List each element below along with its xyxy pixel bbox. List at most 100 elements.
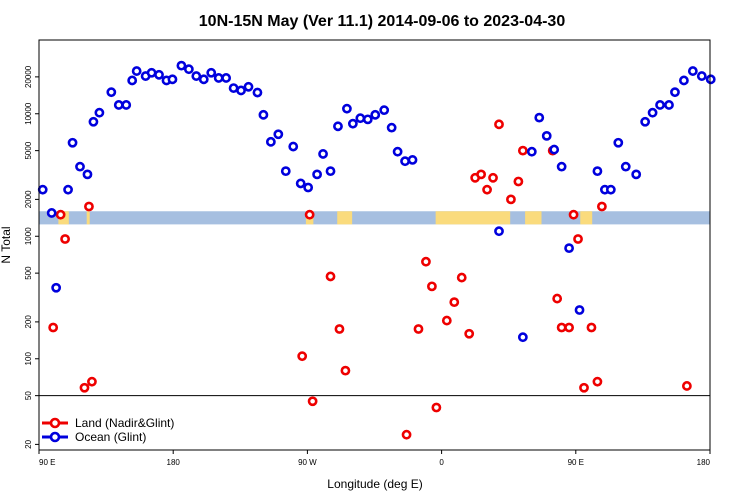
strip-land-segment [86, 211, 90, 225]
ocean-point [206, 67, 217, 78]
land-point [513, 176, 524, 187]
legend: Land (Nadir&Glint) Ocean (Glint) [42, 416, 174, 444]
ocean-point [517, 332, 528, 343]
coverage-strip [39, 211, 710, 225]
strip-ocean-band [39, 211, 710, 225]
land-point [556, 322, 567, 333]
ocean-point [556, 161, 567, 172]
land-point [488, 172, 498, 183]
land-point [421, 256, 431, 267]
land-point [340, 365, 351, 376]
land-point [427, 281, 437, 292]
ocean-point [273, 129, 284, 140]
ocean-point [318, 149, 328, 159]
ocean-point [664, 100, 674, 110]
ocean-point [541, 130, 552, 141]
ocean-point [312, 169, 322, 180]
land-point [307, 396, 318, 407]
ocean-point [191, 71, 202, 81]
ocean-point [670, 87, 680, 98]
land-point [494, 119, 504, 130]
land-point [517, 145, 528, 156]
ocean-point [494, 226, 504, 237]
land-point [552, 293, 563, 304]
ocean-point [379, 105, 390, 116]
ocean-point [131, 66, 142, 76]
ocean-point [647, 107, 658, 118]
ocean-point [94, 107, 105, 118]
ocean-point [265, 136, 276, 147]
ocean-point [355, 113, 366, 124]
ocean-point [37, 184, 48, 195]
y-tick-label: 100 [24, 352, 33, 366]
x-axis-label: Longitude (deg E) [327, 477, 422, 491]
land-point [60, 234, 70, 244]
ocean-point [549, 144, 560, 155]
ocean-point [592, 166, 603, 177]
ocean-point [333, 121, 343, 132]
land-point [573, 234, 583, 244]
ocean-point [347, 118, 358, 129]
land-point [48, 322, 59, 333]
ocean-point [67, 137, 78, 148]
ocean-point [613, 137, 624, 148]
ocean-point [51, 282, 62, 293]
x-tick-label: 90 E [39, 458, 55, 467]
ocean-point [705, 74, 716, 85]
land-point [564, 322, 574, 333]
land-point [506, 194, 516, 205]
ocean-point [243, 81, 254, 92]
legend-ocean-label: Ocean (Glint) [75, 430, 146, 444]
ocean-point [106, 87, 117, 98]
land-point [413, 324, 424, 334]
ocean-point [146, 67, 157, 78]
land-point [84, 201, 94, 212]
ocean-point [198, 74, 209, 85]
ocean-point [640, 116, 651, 127]
ocean-point [46, 208, 57, 218]
ocean-point [386, 122, 397, 133]
ocean-point [295, 178, 306, 189]
ocean-point [288, 141, 299, 152]
legend-land-swatch-marker [49, 417, 61, 429]
strip-land-segment [525, 211, 542, 225]
ocean-point [574, 305, 585, 315]
ocean-point [325, 166, 336, 177]
ocean-point [167, 74, 178, 85]
ocean-point [176, 60, 187, 71]
ocean-point [370, 109, 381, 120]
x-tick-label: 180 [167, 458, 181, 467]
ocean-point [63, 184, 73, 195]
ocean-point [534, 112, 545, 123]
ocean-point [526, 146, 537, 157]
ocean-point [303, 182, 314, 193]
plot-frame [38, 39, 711, 451]
ocean-point [362, 114, 373, 125]
land-point [456, 272, 467, 283]
strip-land-segment [580, 211, 593, 225]
data-points [37, 60, 716, 440]
y-tick-label: 50 [24, 391, 33, 400]
land-point [449, 297, 460, 308]
land-point [304, 209, 315, 220]
ocean-point [400, 156, 410, 167]
ocean-point [407, 155, 418, 165]
y-tick-label: 200 [24, 315, 33, 329]
ocean-point [88, 116, 99, 127]
x-tick-label: 0 [439, 458, 444, 467]
ocean-point [121, 100, 132, 110]
land-point [325, 271, 336, 282]
y-tick-label: 5000 [24, 141, 33, 159]
ocean-point [631, 169, 642, 180]
ocean-point [228, 83, 239, 93]
ocean-point [655, 100, 665, 110]
y-axis-label: N Total [0, 226, 13, 263]
land-point [441, 315, 452, 326]
ocean-point [154, 69, 164, 80]
land-point [586, 322, 597, 333]
ocean-point [392, 146, 403, 157]
ocean-point [236, 85, 246, 96]
ocean-point [127, 75, 138, 86]
